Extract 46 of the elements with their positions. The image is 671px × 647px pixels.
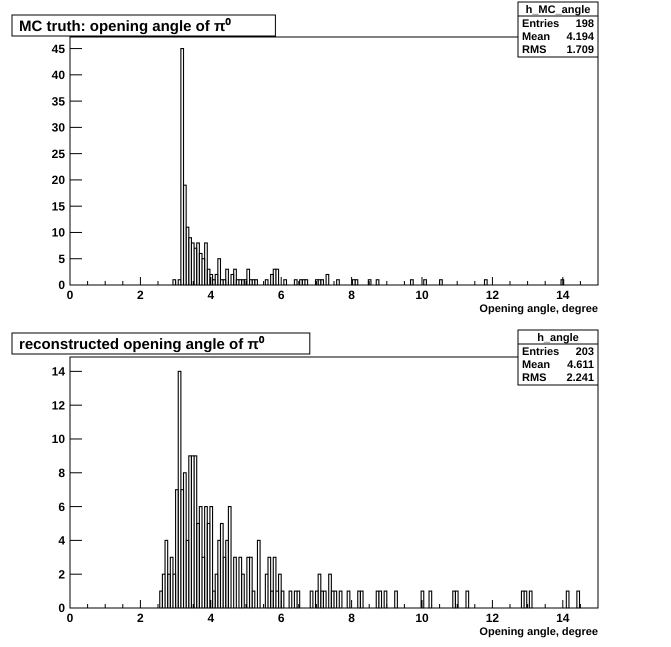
text: RMS 1.709 bbox=[522, 44, 594, 56]
x-tick-label: 4 bbox=[207, 288, 214, 302]
y-tick-label: 4 bbox=[58, 534, 66, 548]
y-tick-label: 15 bbox=[52, 199, 66, 214]
x-tick-label: 2 bbox=[137, 611, 144, 625]
x-tick-label: 8 bbox=[348, 288, 356, 302]
y-tick-label: 0 bbox=[58, 278, 66, 292]
x-tick-label: 6 bbox=[278, 288, 285, 302]
y-tick-label: 5 bbox=[58, 252, 66, 266]
y-tick-label: 6 bbox=[58, 500, 66, 514]
text: h_MC_angle bbox=[526, 4, 590, 16]
x-tick-label: 14 bbox=[556, 288, 570, 302]
y-tick-label: 10 bbox=[52, 432, 66, 446]
y-tick-label: 8 bbox=[58, 466, 66, 480]
x-tick-label: 10 bbox=[415, 288, 429, 302]
text: Entries 198 bbox=[522, 18, 594, 30]
y-tick-label: 10 bbox=[52, 226, 66, 240]
x-tick-label: 12 bbox=[486, 611, 500, 625]
x-tick-label: 2 bbox=[137, 288, 144, 302]
y-tick-label: 12 bbox=[52, 398, 66, 412]
text: h_angle bbox=[537, 332, 579, 344]
chart-title: reconstructed opening angle of π⁰ bbox=[19, 335, 265, 353]
chart-title: MC truth: opening angle of π⁰ bbox=[19, 17, 232, 35]
x-axis-title: Opening angle, degree bbox=[479, 626, 598, 638]
text: Mean 4.194 bbox=[522, 31, 594, 43]
y-tick-label: 20 bbox=[52, 173, 66, 188]
x-axis-title: Opening angle, degree bbox=[479, 303, 598, 315]
y-tick-label: 2 bbox=[58, 567, 66, 582]
text: RMS 2.241 bbox=[522, 372, 594, 384]
x-tick-label: 14 bbox=[556, 611, 570, 625]
y-tick-label: 45 bbox=[52, 42, 66, 56]
x-tick-label: 8 bbox=[348, 611, 356, 625]
x-tick-label: 10 bbox=[415, 611, 429, 625]
x-tick-label: 12 bbox=[486, 288, 500, 302]
x-tick-label: 0 bbox=[66, 288, 74, 302]
y-tick-label: 30 bbox=[52, 120, 66, 135]
x-tick-label: 6 bbox=[278, 611, 285, 625]
y-tick-label: 40 bbox=[52, 68, 66, 82]
x-tick-label: 0 bbox=[66, 611, 74, 625]
text: Mean 4.611 bbox=[522, 359, 594, 371]
text: Entries 203 bbox=[522, 346, 594, 358]
y-tick-label: 0 bbox=[58, 601, 66, 616]
y-tick-label: 35 bbox=[52, 94, 66, 108]
x-tick-label: 4 bbox=[207, 611, 214, 625]
y-tick-label: 25 bbox=[52, 146, 66, 161]
y-tick-label: 14 bbox=[52, 364, 66, 379]
